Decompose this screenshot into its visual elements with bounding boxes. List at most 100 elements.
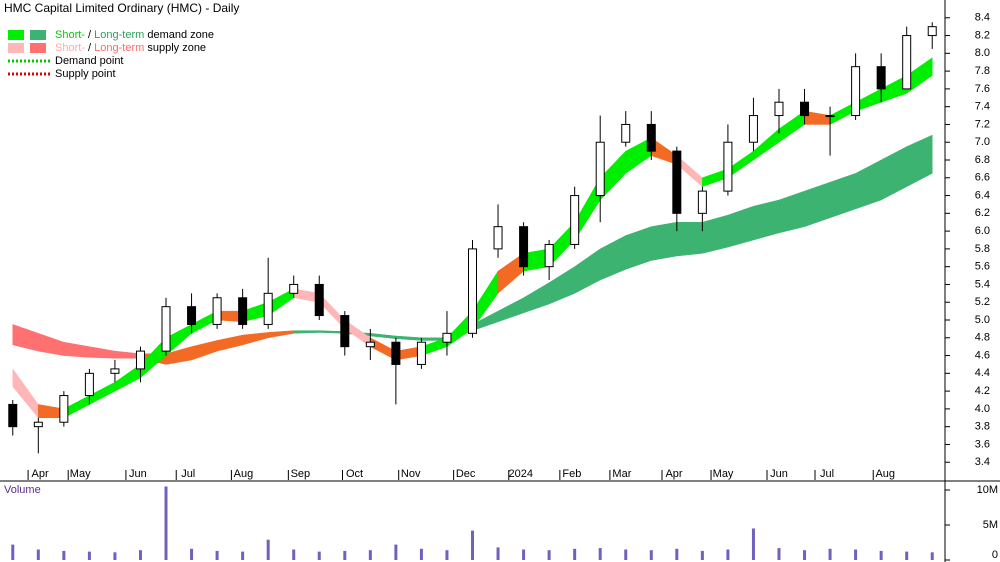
candle-body [493,226,503,250]
x-tick-label: 2024 [509,468,533,480]
candle-body [544,243,554,268]
long-term-zone [293,330,320,334]
y-tick-label: 3.4 [975,456,990,468]
candle-body [748,115,758,143]
long-term-zone [267,330,294,339]
legend-part: Short- [55,29,88,41]
volume-bar [522,549,526,560]
volume-tick-label: 0 [992,549,998,561]
volume-bar [394,544,398,560]
volume-bar [292,549,296,560]
x-tick-label: Nov [401,468,421,480]
y-tick-label: 4.0 [975,403,990,415]
volume-bar [700,550,704,560]
volume-label: Volume [4,484,41,496]
candle-body [340,315,350,348]
candle-body [876,66,886,90]
long-term-zone [89,346,116,359]
volume-tick-label: 5M [983,519,998,531]
candle-body [468,248,477,334]
volume-bar [445,550,449,560]
volume-bar [113,552,117,560]
long-term-zone [804,181,831,228]
legend-swatch [8,43,24,53]
x-tick-label: Apr [32,468,49,480]
volume-bar [726,549,730,560]
y-tick-label: 7.4 [975,101,990,113]
y-tick-label: 4.6 [975,349,990,361]
long-term-zone [395,335,422,341]
x-tick-label: Jun [129,468,147,480]
legend-swatch [30,43,46,53]
long-term-zone [676,221,703,257]
long-term-zone [625,226,652,270]
candle-body [161,306,171,352]
y-tick-label: 8.4 [975,12,990,24]
x-tick-label: May [70,468,91,480]
long-term-zone [497,297,524,323]
long-term-zone [778,190,805,234]
x-tick-label: May [713,468,734,480]
volume-bar [675,548,679,560]
volume-bar [368,550,372,560]
candle-body [8,403,18,428]
long-term-zone [651,221,678,261]
candle-body [33,421,43,428]
y-tick-label: 5.8 [975,243,990,255]
long-term-zone [855,159,882,210]
long-term-zone [548,266,575,305]
candle-body [365,341,375,348]
legend-text: Short- / Long-term supply zone [55,42,206,54]
legend-part: / [88,42,94,54]
volume-bar [649,550,653,560]
y-tick-label: 4.8 [975,332,990,344]
long-term-zone [829,172,856,219]
volume-bar [828,548,832,560]
long-term-zone [242,332,269,346]
candle-body [59,395,69,423]
candle-body [800,101,810,117]
x-tick-label: Mar [612,468,631,480]
volume-bar [930,552,934,560]
legend-swatch [8,30,24,40]
candle-body [110,368,120,374]
y-tick-label: 4.4 [975,367,990,379]
volume-bar [905,551,909,560]
candle-body [391,341,401,365]
volume-bar [164,486,168,560]
y-tick-label: 4.2 [975,385,990,397]
candle-body [416,341,426,365]
y-tick-label: 6.4 [975,189,990,201]
volume-bar [573,548,577,560]
y-tick-label: 6.8 [975,154,990,166]
volume-bar [241,551,245,560]
volume-bar [803,550,807,560]
x-tick-label: Jun [770,468,788,480]
volume-tick-label: 10M [977,484,998,496]
candle-body [263,292,273,325]
candle-body [927,26,937,37]
legend-text: Short- / Long-term demand zone [55,29,214,41]
volume-bar [317,551,321,560]
y-tick-label: 8.0 [975,47,990,59]
chart-title: HMC Capital Limited Ordinary (HMC) - Dai… [4,1,239,15]
y-tick-label: 5.6 [975,261,990,273]
y-tick-label: 5.0 [975,314,990,326]
x-tick-label: Aug [875,468,895,480]
x-tick-label: Sep [291,468,311,480]
candle-body [84,372,94,397]
volume-bar [215,550,219,560]
y-tick-label: 7.0 [975,136,990,148]
x-tick-label: Feb [562,468,581,480]
y-tick-label: 6.6 [975,172,990,184]
long-term-zone [574,248,601,294]
legend-swatch [30,30,46,40]
long-term-zone [63,341,90,358]
volume-bar [777,548,781,560]
volume-bar [598,548,602,560]
volume-bar [547,550,551,560]
candle-body [187,306,197,325]
long-term-zone [12,324,39,352]
long-term-zone [753,199,780,241]
